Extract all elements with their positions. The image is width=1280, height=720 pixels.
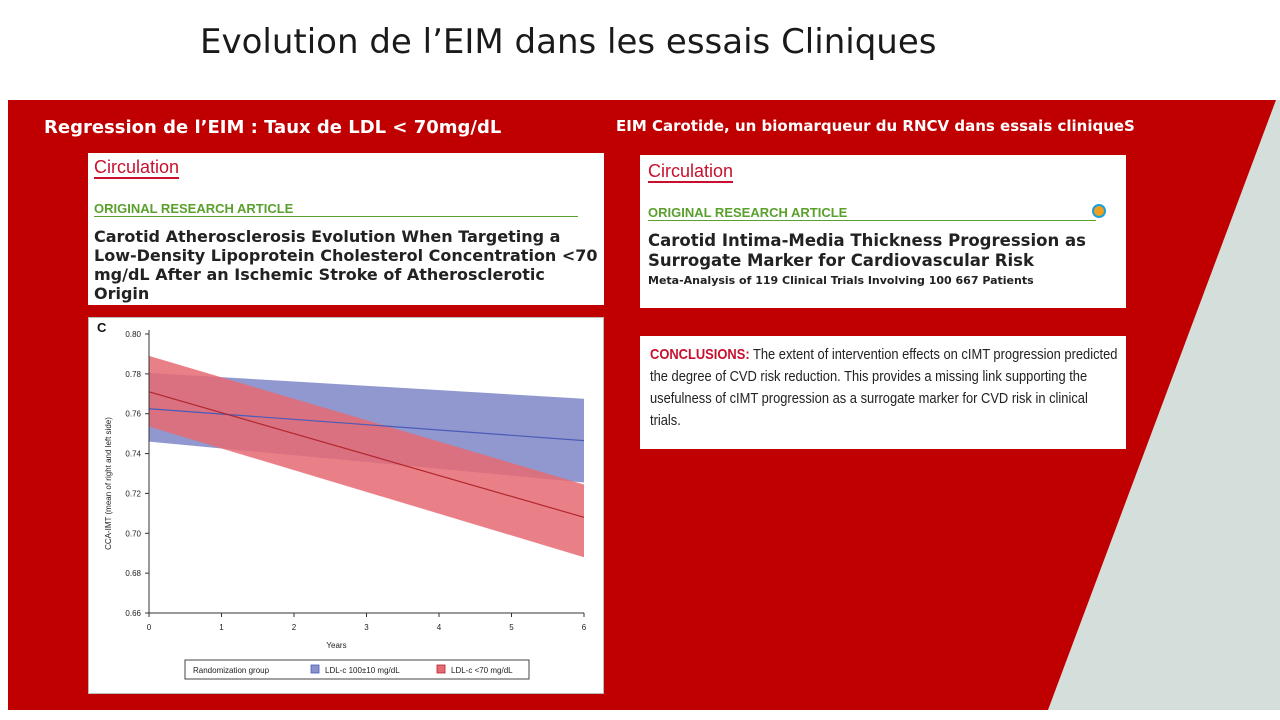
article-title: Carotid Intima-Media Thickness Progressi… xyxy=(648,231,1086,270)
article-card-right: Circulation ORIGINAL RESEARCH ARTICLE Ca… xyxy=(640,155,1126,308)
article-type-tag: ORIGINAL RESEARCH ARTICLE xyxy=(94,201,578,217)
x-tick-label: 0 xyxy=(147,623,152,632)
y-axis-label: CCA-IMT (mean of right and left side) xyxy=(104,417,113,550)
imt-chart: C 0.66 0.68 0.70 0.72 0.74 0.76 0.78 0.80 0 1 2 3 4 5 6… xyxy=(97,320,587,680)
conclusions-label: CONCLUSIONS: xyxy=(650,346,750,363)
x-tick-label: 4 xyxy=(437,623,442,632)
article-card-left: Circulation ORIGINAL RESEARCH ARTICLE Ca… xyxy=(88,153,604,305)
x-tick-label: 5 xyxy=(509,623,514,632)
left-heading: Regression de l’EIM : Taux de LDL < 70mg… xyxy=(44,117,502,138)
journal-name: Circulation xyxy=(94,157,180,179)
y-tick-label: 0.74 xyxy=(125,450,141,459)
y-tick-label: 0.68 xyxy=(125,569,141,578)
legend-swatch-2 xyxy=(436,664,446,674)
x-tick-label: 6 xyxy=(582,623,587,632)
conclusions-card: CONCLUSIONS: The extent of intervention … xyxy=(640,336,1126,449)
y-tick-label: 0.76 xyxy=(125,410,141,419)
x-tick-label: 2 xyxy=(292,623,297,632)
open-access-icon xyxy=(1092,204,1106,218)
y-tick-label: 0.78 xyxy=(125,370,141,379)
legend: Randomization group LDL-c 100±10 mg/dL LDL… xyxy=(184,659,530,680)
article-type-tag: ORIGINAL RESEARCH ARTICLE xyxy=(648,205,1096,221)
y-tick-label: 0.70 xyxy=(125,529,141,538)
ci-band-2 xyxy=(149,355,584,558)
article-title: Carotid Atherosclerosis Evolution When T… xyxy=(94,227,598,303)
y-tick-label: 0.66 xyxy=(125,609,141,618)
slide-title: Evolution de l’EIM dans les essais Clini… xyxy=(200,22,937,62)
legend-label-2: LDL-c <70 mg/dL xyxy=(451,666,513,675)
series-line-2 xyxy=(148,391,585,518)
x-axis-label: Years xyxy=(326,641,346,650)
series-line-1 xyxy=(148,408,585,442)
legend-title: Randomization group xyxy=(193,666,270,675)
article-subtitle: Meta-Analysis of 119 Clinical Trials Inv… xyxy=(648,274,1034,287)
journal-name: Circulation xyxy=(648,161,734,183)
x-tick-label: 1 xyxy=(219,623,224,632)
conclusions-body: The extent of intervention effects on cI… xyxy=(650,346,1118,429)
legend-swatch-1 xyxy=(310,664,320,674)
chart-card: C 0.66 0.68 0.70 0.72 0.74 0.76 0.78 0.80 0 1 2 3 4 5 6… xyxy=(88,317,604,694)
y-tick-label: 0.72 xyxy=(125,489,141,498)
y-tick-label: 0.80 xyxy=(125,330,141,339)
x-tick-label: 3 xyxy=(364,623,369,632)
right-heading: EIM Carotide, un biomarqueur du RNCV dan… xyxy=(616,117,1135,135)
panel-label: C xyxy=(97,320,107,335)
conclusions-text: CONCLUSIONS: The extent of intervention … xyxy=(650,344,1120,432)
legend-label-1: LDL-c 100±10 mg/dL xyxy=(325,666,400,675)
